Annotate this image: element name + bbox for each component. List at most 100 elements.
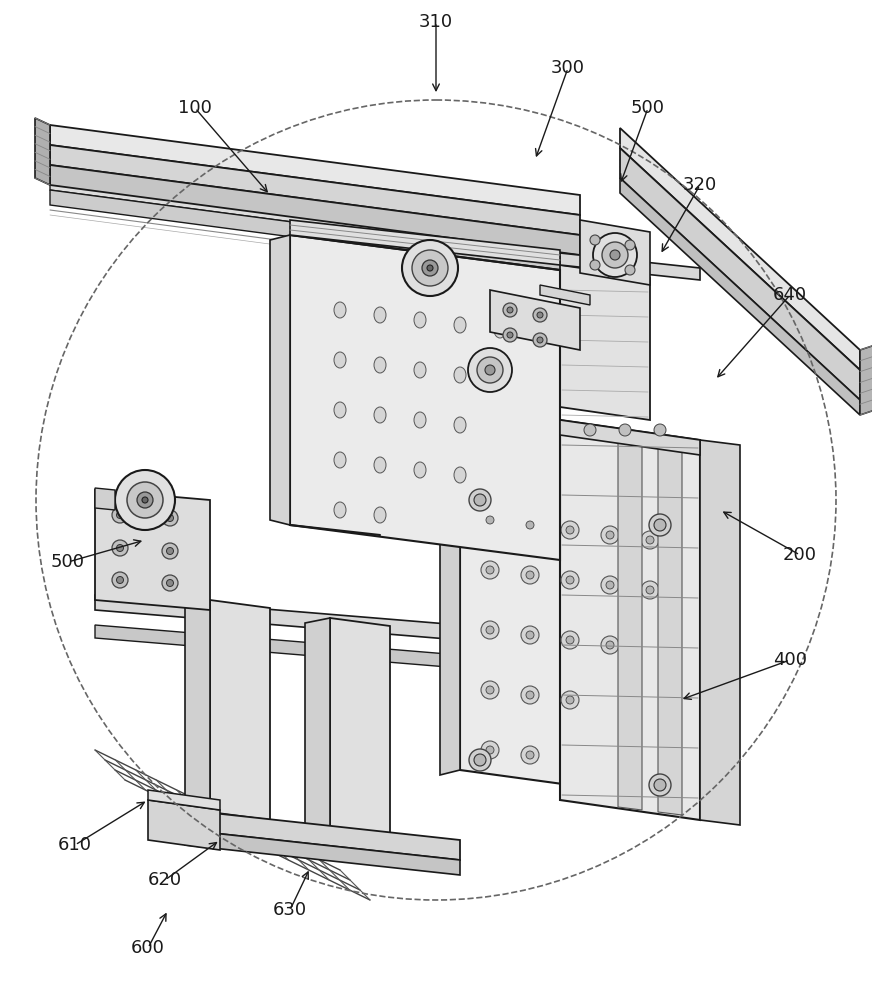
Circle shape bbox=[649, 514, 671, 536]
Circle shape bbox=[469, 749, 491, 771]
Circle shape bbox=[590, 235, 600, 245]
Circle shape bbox=[537, 312, 543, 318]
Circle shape bbox=[625, 240, 635, 250]
Text: 320: 320 bbox=[683, 176, 717, 194]
Circle shape bbox=[533, 333, 547, 347]
Circle shape bbox=[481, 561, 499, 579]
Text: 620: 620 bbox=[148, 871, 182, 889]
Circle shape bbox=[117, 576, 124, 584]
Circle shape bbox=[601, 526, 619, 544]
Circle shape bbox=[649, 774, 671, 796]
Circle shape bbox=[117, 512, 124, 518]
Ellipse shape bbox=[334, 302, 346, 318]
Circle shape bbox=[112, 507, 128, 523]
Polygon shape bbox=[290, 220, 560, 265]
Ellipse shape bbox=[494, 372, 506, 388]
Circle shape bbox=[590, 260, 600, 270]
Circle shape bbox=[474, 754, 486, 766]
Circle shape bbox=[521, 626, 539, 644]
Circle shape bbox=[412, 250, 448, 286]
Circle shape bbox=[486, 626, 494, 634]
Circle shape bbox=[610, 250, 620, 260]
Circle shape bbox=[115, 470, 175, 530]
Polygon shape bbox=[210, 600, 270, 820]
Circle shape bbox=[422, 260, 438, 276]
Ellipse shape bbox=[494, 322, 506, 338]
Circle shape bbox=[468, 348, 512, 392]
Circle shape bbox=[167, 580, 174, 586]
Circle shape bbox=[112, 540, 128, 556]
Circle shape bbox=[602, 242, 628, 268]
Circle shape bbox=[521, 746, 539, 764]
Circle shape bbox=[142, 497, 148, 503]
Polygon shape bbox=[440, 470, 680, 510]
Ellipse shape bbox=[334, 352, 346, 368]
Circle shape bbox=[507, 332, 513, 338]
Polygon shape bbox=[50, 165, 580, 255]
Circle shape bbox=[646, 586, 654, 594]
Text: 640: 640 bbox=[773, 286, 807, 304]
Circle shape bbox=[526, 691, 534, 699]
Polygon shape bbox=[50, 190, 580, 275]
Polygon shape bbox=[95, 490, 210, 610]
Polygon shape bbox=[50, 175, 580, 260]
Circle shape bbox=[566, 576, 574, 584]
Circle shape bbox=[654, 779, 666, 791]
Polygon shape bbox=[700, 440, 740, 825]
Circle shape bbox=[619, 424, 631, 436]
Text: 400: 400 bbox=[773, 651, 807, 669]
Polygon shape bbox=[95, 625, 460, 668]
Circle shape bbox=[526, 631, 534, 639]
Polygon shape bbox=[580, 220, 650, 285]
Circle shape bbox=[601, 636, 619, 654]
Circle shape bbox=[561, 521, 579, 539]
Ellipse shape bbox=[414, 362, 426, 378]
Polygon shape bbox=[620, 128, 860, 370]
Polygon shape bbox=[270, 235, 290, 525]
Circle shape bbox=[566, 526, 574, 534]
Circle shape bbox=[402, 240, 458, 296]
Circle shape bbox=[469, 489, 491, 511]
Circle shape bbox=[481, 741, 499, 759]
Circle shape bbox=[654, 424, 666, 436]
Polygon shape bbox=[185, 600, 210, 817]
Polygon shape bbox=[185, 830, 460, 875]
Ellipse shape bbox=[334, 452, 346, 468]
Circle shape bbox=[167, 514, 174, 522]
Polygon shape bbox=[305, 618, 330, 837]
Text: 100: 100 bbox=[178, 99, 212, 117]
Circle shape bbox=[477, 357, 503, 383]
Circle shape bbox=[641, 531, 659, 549]
Text: 300: 300 bbox=[551, 59, 585, 77]
Polygon shape bbox=[185, 810, 460, 860]
Polygon shape bbox=[330, 618, 390, 840]
Circle shape bbox=[503, 328, 517, 342]
Polygon shape bbox=[540, 285, 590, 305]
Circle shape bbox=[561, 571, 579, 589]
Circle shape bbox=[526, 521, 534, 529]
Polygon shape bbox=[658, 434, 682, 815]
Circle shape bbox=[533, 308, 547, 322]
Circle shape bbox=[137, 492, 153, 508]
Ellipse shape bbox=[374, 407, 386, 423]
Text: 500: 500 bbox=[631, 99, 665, 117]
Circle shape bbox=[486, 516, 494, 524]
Circle shape bbox=[167, 548, 174, 554]
Polygon shape bbox=[148, 790, 220, 810]
Circle shape bbox=[486, 566, 494, 574]
Circle shape bbox=[112, 572, 128, 588]
Ellipse shape bbox=[454, 467, 466, 483]
Circle shape bbox=[521, 566, 539, 584]
Circle shape bbox=[593, 233, 637, 277]
Polygon shape bbox=[560, 265, 650, 420]
Polygon shape bbox=[290, 235, 560, 560]
Polygon shape bbox=[95, 595, 460, 640]
Polygon shape bbox=[148, 800, 220, 850]
Polygon shape bbox=[95, 488, 115, 510]
Circle shape bbox=[507, 307, 513, 313]
Polygon shape bbox=[50, 125, 580, 215]
Circle shape bbox=[521, 686, 539, 704]
Text: 200: 200 bbox=[783, 546, 817, 564]
Circle shape bbox=[117, 544, 124, 552]
Polygon shape bbox=[560, 420, 700, 820]
